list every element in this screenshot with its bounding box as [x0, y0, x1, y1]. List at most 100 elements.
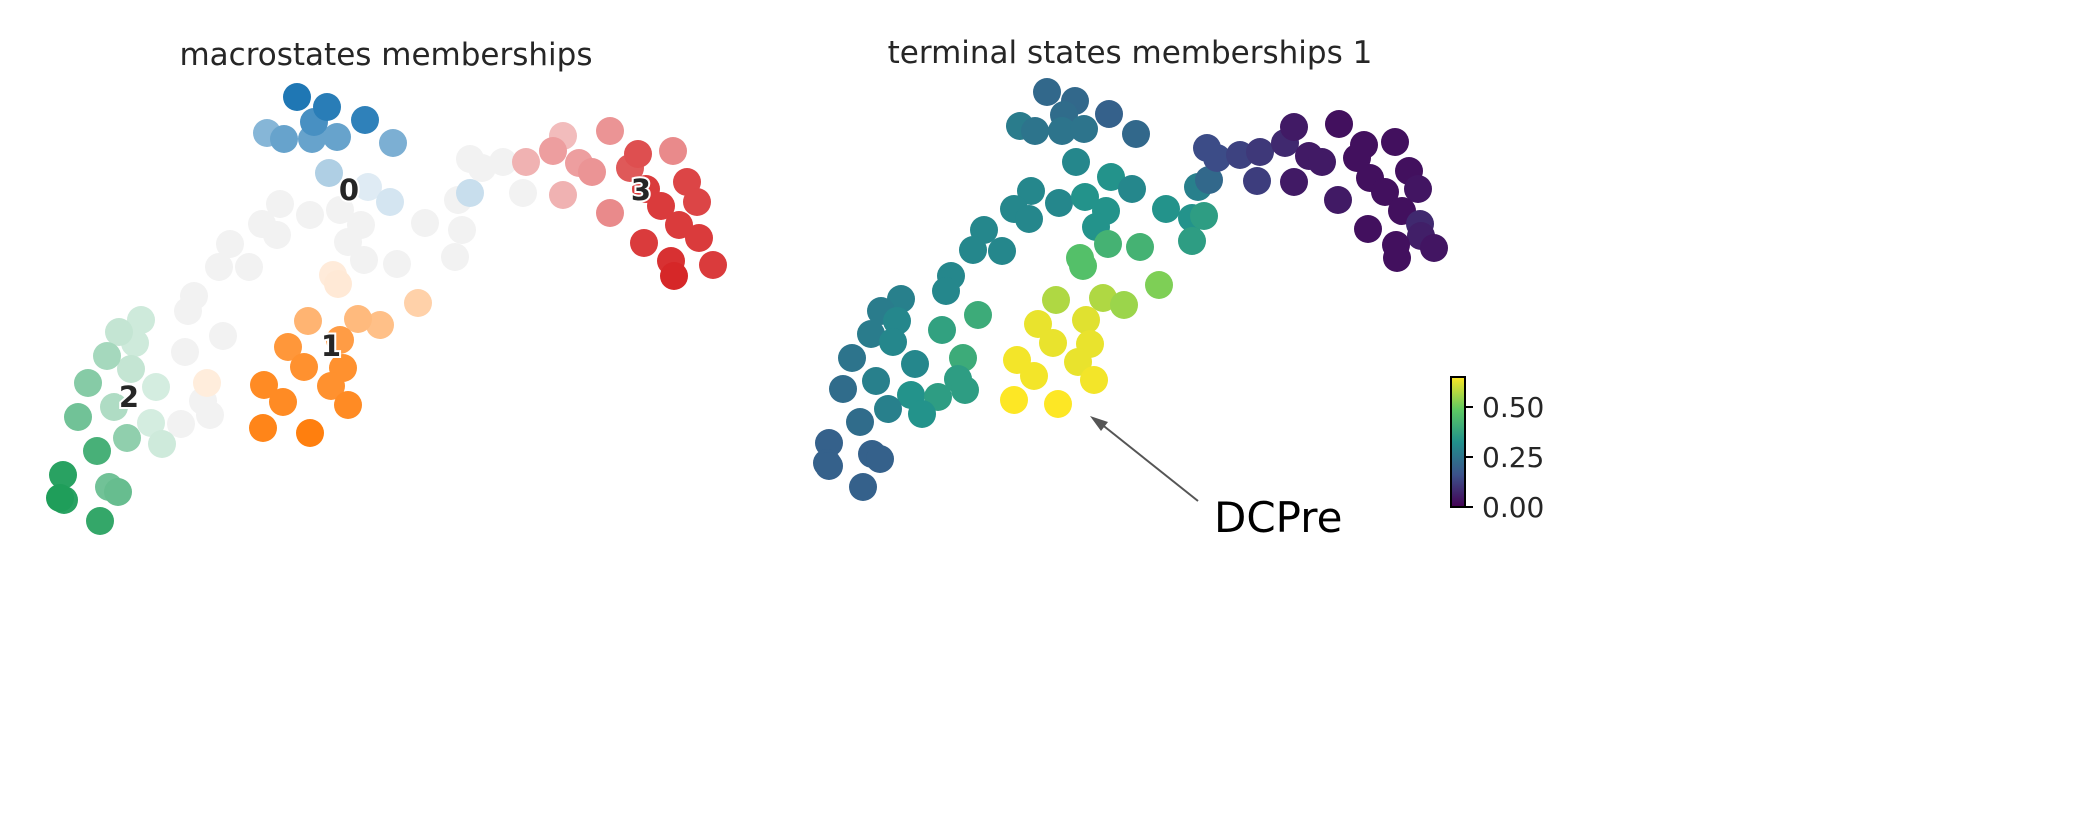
- scatter-point: [1080, 366, 1108, 394]
- scatter-point: [1062, 148, 1090, 176]
- scatter-point: [317, 372, 345, 400]
- macrostates-scatter: [46, 83, 727, 535]
- scatter-point: [315, 159, 343, 187]
- scatter-point: [685, 224, 713, 252]
- colorbar-tick-label: 0.00: [1482, 491, 1544, 524]
- scatter-point: [351, 106, 379, 134]
- scatter-point: [127, 306, 155, 334]
- scatter-point: [1045, 189, 1073, 217]
- scatter-point: [74, 369, 102, 397]
- scatter-point: [334, 228, 362, 256]
- scatter-point: [596, 117, 624, 145]
- scatter-point: [379, 129, 407, 157]
- scatter-point: [1152, 195, 1180, 223]
- scatter-point: [171, 338, 199, 366]
- scatter-point: [137, 409, 165, 437]
- scatter-point: [468, 154, 496, 182]
- scatter-point: [815, 452, 843, 480]
- macrostate-label: 1: [321, 329, 341, 363]
- scatter-point: [874, 395, 902, 423]
- scatter-point: [883, 307, 911, 335]
- scatter-point: [148, 430, 176, 458]
- scatter-point: [509, 179, 537, 207]
- scatter-point: [659, 137, 687, 165]
- scatter-point: [1243, 167, 1271, 195]
- scatter-point: [838, 344, 866, 372]
- scatter-point: [366, 311, 394, 339]
- scatter-point: [1110, 291, 1138, 319]
- scatter-point: [1122, 120, 1150, 148]
- scatter-point: [313, 93, 341, 121]
- scatter-point: [879, 328, 907, 356]
- scatter-point: [1190, 202, 1218, 230]
- scatter-point: [334, 391, 362, 419]
- scatter-point: [512, 148, 540, 176]
- scatter-point: [354, 173, 382, 201]
- scatter-point: [1280, 168, 1308, 196]
- scatter-point: [404, 289, 432, 317]
- macrostate-labels: 0 1 2 3: [117, 171, 653, 416]
- macrostate-label: 3: [631, 173, 651, 207]
- scatter-point: [250, 371, 278, 399]
- scatter-point: [270, 125, 298, 153]
- scatter-point: [596, 199, 624, 227]
- scatter-point: [683, 188, 711, 216]
- scatter-point: [908, 400, 936, 428]
- annotation-label: DCPre: [1214, 493, 1342, 542]
- scatter-point: [294, 307, 322, 335]
- scatter-point: [866, 445, 894, 473]
- scatter-point: [647, 192, 675, 220]
- scatter-point: [857, 320, 885, 348]
- scatter-point: [928, 316, 956, 344]
- colorbar-gradient: [1450, 376, 1466, 508]
- scatter-point: [699, 251, 727, 279]
- scatter-point: [326, 326, 354, 354]
- scatter-point: [1017, 177, 1045, 205]
- scatter-point: [1308, 148, 1336, 176]
- scatter-point: [324, 270, 352, 298]
- scatter-point: [665, 211, 693, 239]
- colorbar-tick-label: 0.50: [1482, 391, 1544, 424]
- scatter-point: [862, 367, 890, 395]
- scatter-point: [1070, 115, 1098, 143]
- scatter-point: [266, 190, 294, 218]
- scatter-point: [1118, 175, 1146, 203]
- scatter-point: [205, 253, 233, 281]
- scatter-point: [1195, 166, 1223, 194]
- scatter-point: [1042, 286, 1070, 314]
- scatter-point: [411, 209, 439, 237]
- panel-title-macrostates: macrostates memberships: [179, 37, 592, 73]
- scatter-point: [829, 375, 857, 403]
- scatter-point: [988, 237, 1016, 265]
- terminal-states-scatter: [813, 78, 1448, 501]
- scatter-point: [235, 253, 263, 281]
- scatter-point: [49, 461, 77, 489]
- scatter-point: [296, 419, 324, 447]
- annotation-arrow-line: [1099, 422, 1199, 502]
- scatter-point: [376, 188, 404, 216]
- scatter-point: [1071, 183, 1099, 211]
- scatter-point: [1039, 329, 1067, 357]
- scatter-point: [1280, 113, 1308, 141]
- scatter-point: [383, 250, 411, 278]
- scatter-point: [274, 333, 302, 361]
- scatter-point: [1246, 138, 1274, 166]
- scatter-point: [105, 318, 133, 346]
- scatter-point: [1021, 117, 1049, 145]
- scatter-point: [104, 478, 132, 506]
- scatter-point: [117, 355, 145, 383]
- scatter-point: [216, 230, 244, 258]
- scatter-point: [932, 277, 960, 305]
- scatter-point: [1404, 175, 1432, 203]
- scatter-point: [323, 123, 351, 151]
- scatter-point: [1044, 390, 1072, 418]
- scatter-point: [269, 388, 297, 416]
- scatter-point: [1072, 306, 1100, 334]
- scatter-point: [100, 393, 128, 421]
- scatter-point: [1420, 234, 1448, 262]
- scatter-point: [1064, 348, 1092, 376]
- scatter-point: [951, 376, 979, 404]
- scatter-point: [1354, 215, 1382, 243]
- scatter-point: [296, 201, 324, 229]
